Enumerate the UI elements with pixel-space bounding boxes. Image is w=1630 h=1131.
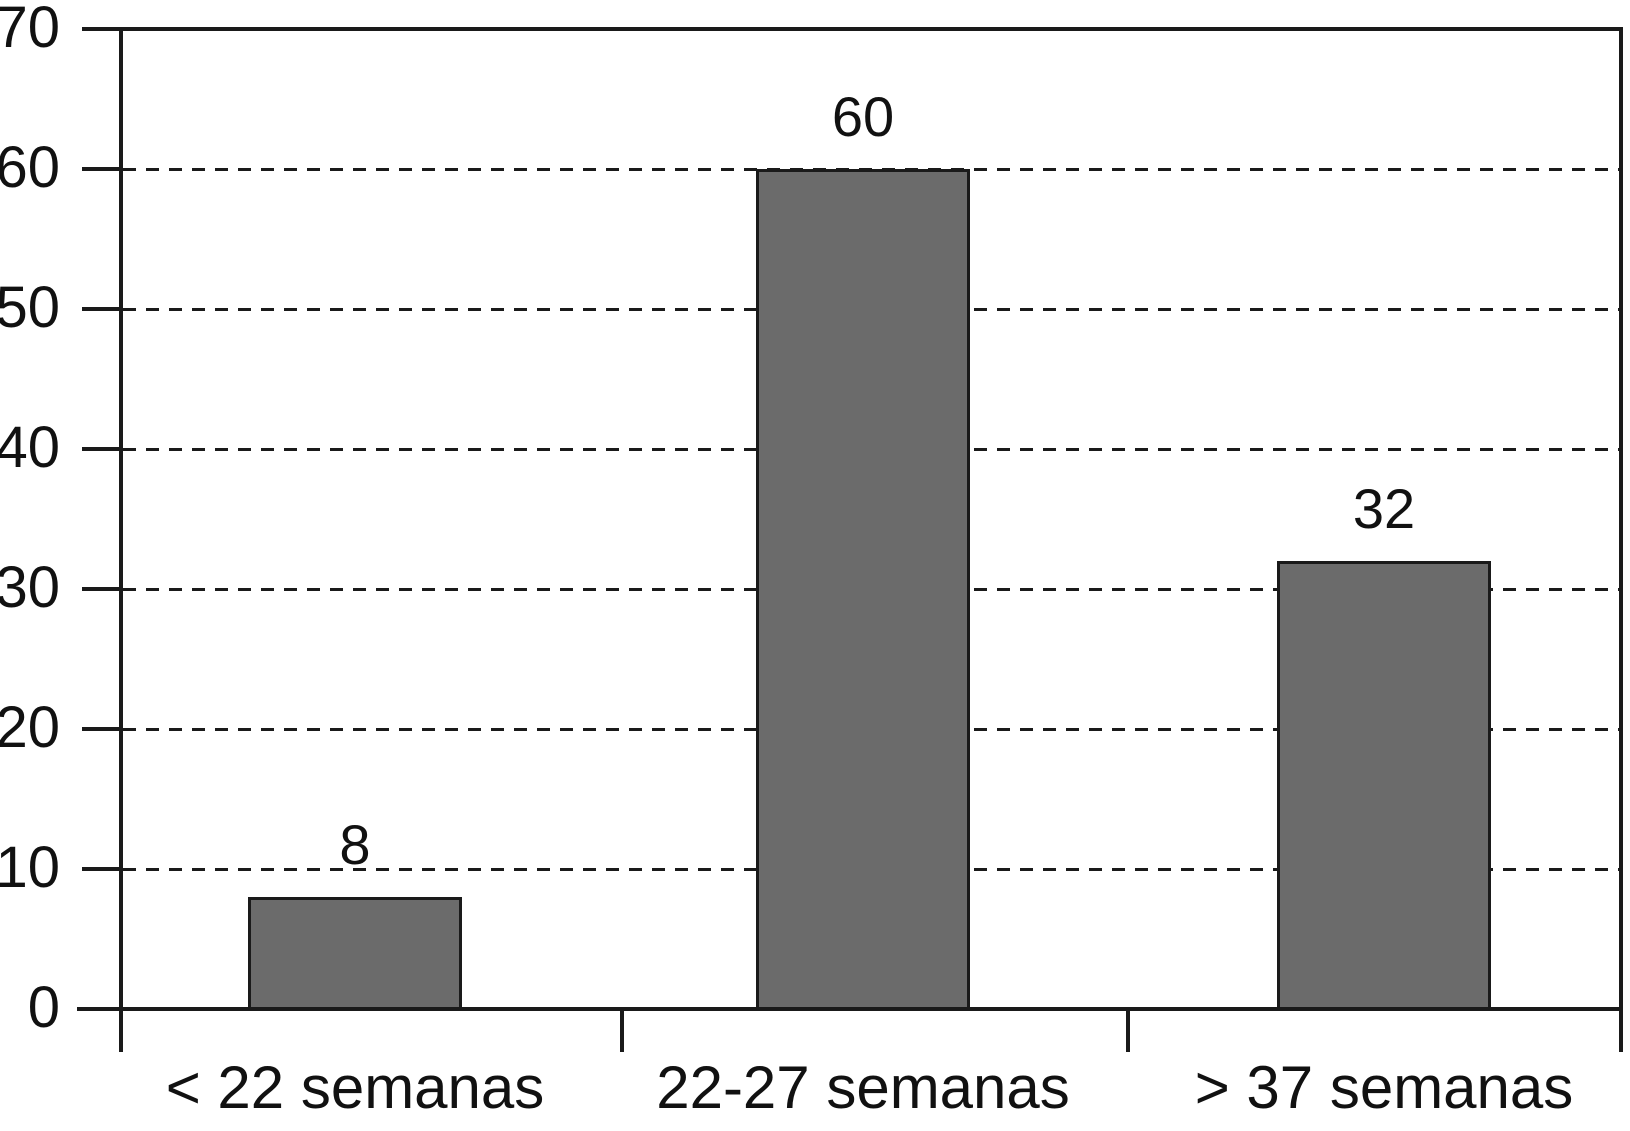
- y-tick: [82, 447, 121, 451]
- y-tick-label: 20: [0, 694, 60, 760]
- y-tick: [82, 587, 121, 591]
- bar-value-label: 8: [339, 813, 371, 876]
- x-category-label: > 37 semanas: [1194, 1054, 1574, 1121]
- y-tick: [82, 727, 121, 731]
- bar: [756, 169, 970, 1011]
- bar: [1277, 561, 1491, 1011]
- y-tick-label: 30: [0, 554, 60, 620]
- top-border: [82, 27, 1623, 31]
- bar-value-label: 32: [1352, 477, 1416, 540]
- y-tick-label: 10: [0, 834, 60, 900]
- x-category-label: < 22 semanas: [165, 1054, 545, 1121]
- bar-value-label: 60: [831, 85, 895, 148]
- x-category-label: 22-27 semanas: [656, 1054, 1070, 1121]
- y-tick: [82, 167, 121, 171]
- y-tick-label: 70: [0, 0, 60, 60]
- right-border: [1619, 27, 1623, 1052]
- y-tick-label: 60: [0, 134, 60, 200]
- y-tick-label: 40: [0, 414, 60, 480]
- x-tick: [1126, 1009, 1130, 1052]
- y-axis-line: [119, 27, 123, 1052]
- y-tick-label: 0: [27, 974, 60, 1040]
- y-tick-label: 50: [0, 274, 60, 340]
- bar: [248, 897, 462, 1011]
- x-tick: [620, 1009, 624, 1052]
- x-axis-line: [77, 1007, 1623, 1011]
- y-tick: [82, 867, 121, 871]
- y-tick: [82, 307, 121, 311]
